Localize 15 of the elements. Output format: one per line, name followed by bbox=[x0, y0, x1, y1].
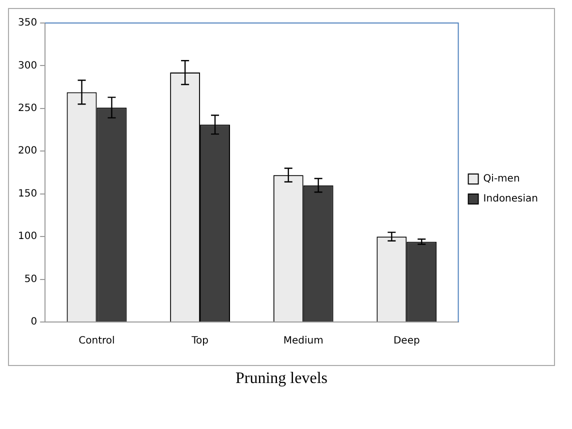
y-tick-label: 150 bbox=[18, 188, 38, 200]
y-tick-label: 100 bbox=[18, 231, 38, 242]
x-tick-label: Control bbox=[78, 336, 115, 347]
y-tick-label: 300 bbox=[18, 60, 38, 72]
x-axis-title: Pruning levels bbox=[234, 370, 328, 388]
y-tick-label: 250 bbox=[18, 103, 38, 114]
x-tick-label: Medium bbox=[283, 336, 324, 347]
x-tick-label: Top bbox=[190, 336, 208, 347]
y-tick-label: 350 bbox=[18, 18, 38, 29]
y-tick-label: 200 bbox=[18, 146, 38, 157]
y-tick-label: 50 bbox=[24, 274, 38, 285]
legend-label: Qi-men bbox=[483, 174, 520, 185]
x-tick-label: Deep bbox=[393, 336, 420, 347]
y-tick-label: 0 bbox=[30, 316, 38, 328]
legend-label: Indonesian bbox=[483, 194, 538, 205]
